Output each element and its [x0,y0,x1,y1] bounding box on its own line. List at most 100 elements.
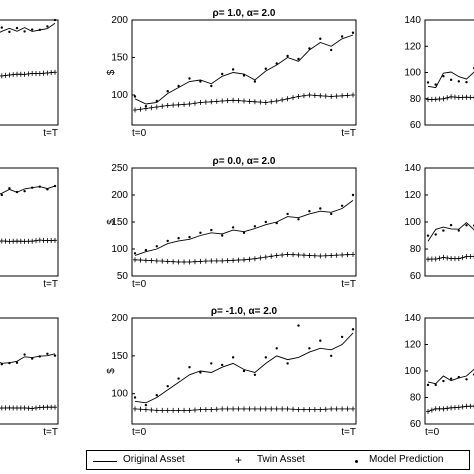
model-prediction-point [465,378,468,381]
twin-asset-marker [247,406,252,412]
twin-asset-marker [138,406,143,412]
model-prediction-point [38,355,41,358]
x-tick-label: t=0 [132,279,147,290]
twin-asset-marker [187,407,192,413]
twin-asset-marker [274,406,279,412]
twin-asset-marker [220,258,225,264]
y-tick-label: 80 [410,244,422,255]
twin-asset-marker [171,407,176,413]
twin-asset-marker [445,255,450,261]
model-prediction-point [15,26,19,30]
twin-asset-marker [176,259,181,265]
model-prediction-point [188,77,191,80]
twin-asset-marker [22,238,27,244]
model-prediction-point [199,80,202,83]
model-prediction-point [231,226,235,229]
twin-asset-marker [296,252,301,258]
model-prediction-point [46,25,49,28]
model-prediction-point [133,396,137,399]
model-prediction-point [8,361,11,365]
twin-asset-marker [34,405,38,411]
y-axis-label: $ [106,368,117,374]
model-prediction-point [38,185,41,188]
twin-asset-marker [345,252,350,258]
twin-asset-marker [225,98,230,104]
twin-asset-marker [30,238,35,244]
twin-asset-marker [15,71,19,77]
original-asset-line [427,71,474,89]
twin-asset-marker [285,96,290,102]
twin-asset-marker [437,255,442,261]
y-tick-label: 200 [111,313,128,324]
model-prediction-point [330,212,333,216]
twin-asset-marker [45,404,50,410]
model-prediction-point [23,189,26,193]
model-prediction-point [144,248,148,252]
twin-asset-marker [452,256,457,262]
model-prediction-point [449,223,453,227]
twin-asset-marker [456,256,461,262]
twin-asset-marker [160,258,165,264]
model-prediction-point [133,95,137,98]
model-prediction-point [221,234,224,237]
twin-asset-marker [22,405,27,411]
twin-asset-marker [34,238,38,244]
model-prediction-point [286,54,289,58]
twin-asset-marker [133,257,137,263]
model-prediction-point [434,383,437,387]
twin-asset-marker [472,403,474,409]
twin-asset-marker [149,258,154,264]
model-prediction-point [442,229,445,232]
twin-asset-marker [165,103,170,108]
twin-asset-marker [247,98,252,104]
twin-asset-marker [340,406,345,412]
twin-asset-marker [468,403,473,409]
model-prediction-point [426,383,430,387]
panel-2-3: 140 120 100 80 60 [404,163,474,282]
model-prediction-point [426,234,430,237]
twin-asset-marker [236,257,241,263]
twin-asset-marker [285,406,290,412]
panel-title: ρ= 0.0, α= 2.0 [213,156,276,167]
twin-asset-marker [11,72,16,78]
twin-asset-marker [274,252,279,258]
model-prediction-point [242,74,246,77]
y-tick-label: 60 [410,419,422,430]
model-prediction-point [286,212,289,216]
model-prediction-point [264,356,267,359]
model-prediction-point [177,237,180,240]
model-prediction-point [166,90,169,93]
legend-model-label: Model Prediction [369,454,444,465]
twin-asset-marker [334,252,339,258]
y-tick-label: 140 [404,15,421,26]
legend-plus-icon: + [235,453,243,467]
twin-asset-marker [269,253,274,259]
x-tick-label: t=0 [132,427,147,438]
model-prediction-point [319,339,322,342]
panel-title: ρ= 1.0, α= 2.0 [213,8,276,19]
x-tick-label: t=T [43,128,58,139]
twin-asset-marker [26,405,31,411]
model-prediction-point [340,35,344,38]
twin-asset-marker [49,70,54,76]
legend-dot-icon [355,460,358,463]
y-tick-label: 200 [111,190,128,201]
y-tick-label: 50 [117,271,129,282]
model-prediction-point [221,72,224,76]
twin-asset-marker [280,252,285,258]
twin-asset-marker [426,408,430,414]
twin-asset-marker [258,406,263,412]
twin-asset-marker [291,252,296,258]
model-prediction-point [38,28,41,32]
original-asset-line [0,185,56,195]
model-prediction-point [15,361,19,364]
panel-1-1: t=T [0,18,59,139]
twin-asset-marker [242,406,246,412]
twin-asset-marker [312,253,317,259]
twin-asset-marker [41,70,46,76]
twin-asset-marker [468,254,473,260]
twin-asset-marker [18,405,23,411]
twin-asset-marker [192,259,197,265]
model-prediction-point [231,68,235,71]
twin-asset-marker [312,92,317,98]
